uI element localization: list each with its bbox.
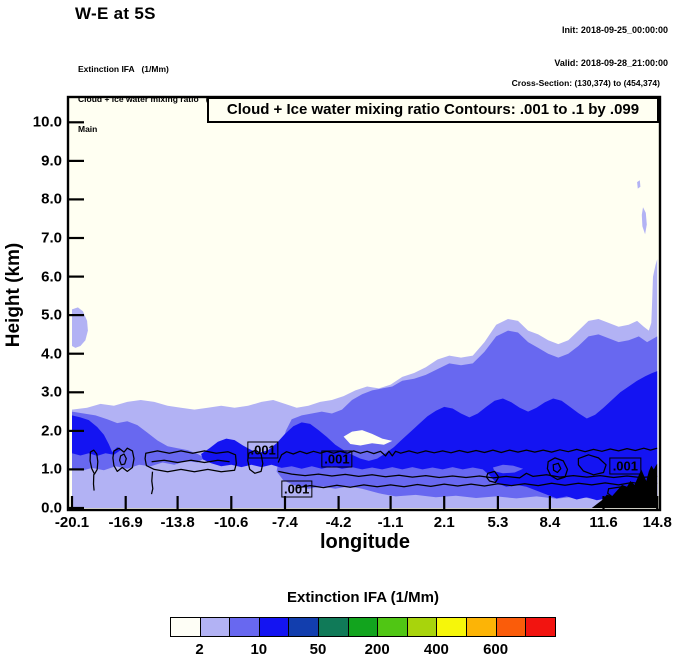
y-tick-label: 5.0	[41, 306, 62, 324]
x-tick-label: -13.8	[160, 514, 195, 531]
colorbar-cell	[199, 617, 231, 637]
x-tick-label: -7.4	[272, 514, 298, 531]
cloud-contour-line	[151, 459, 230, 464]
x-tick-label: -10.6	[214, 514, 249, 531]
contour-info-box: Cloud + Ice water mixing ratio Contours:…	[207, 97, 659, 123]
cloud-contour-label: .001	[281, 480, 313, 498]
cloud-contour-label: .001	[247, 441, 279, 459]
fill-region-periwinkle-inner-patch	[492, 464, 524, 474]
y-tick-label: 7.0	[41, 229, 62, 247]
y-axis-title: Height (km)	[3, 242, 24, 348]
cloud-contour-line	[607, 486, 643, 501]
fill-region-lavender-dot-right	[637, 180, 641, 189]
y-tick-label: 10.0	[32, 113, 62, 131]
cloud-contour-line	[485, 470, 500, 484]
x-tick-label: 2.1	[433, 514, 455, 531]
y-tick-label: 9.0	[41, 152, 62, 170]
cloud-contour-line	[278, 470, 658, 479]
cloud-contour-line	[144, 450, 237, 473]
colorbar-tick-label: 200	[364, 641, 390, 658]
x-tick-label: 5.3	[487, 514, 509, 531]
page-title: W-E at 5S	[75, 4, 156, 23]
field-list: Extinction IFA (1/Mm) Cloud + ice water …	[78, 44, 229, 144]
cross-section-coords-label: Cross-Section: (130,374) to (454,374)	[511, 78, 660, 88]
fill-region-lavender-sliver-right	[641, 207, 647, 235]
cloud-contour-line	[546, 457, 569, 481]
cloud-contour-label: .001	[321, 450, 353, 468]
cloud-contour-line	[296, 481, 658, 489]
colorbar-title: Extinction IFA (1/Mm)	[287, 589, 439, 606]
cloud-contour-line	[112, 447, 135, 473]
filled-contour-field	[68, 97, 660, 510]
run-time-block: Init: 2018-09-25_00:00:00 Valid: 2018-09…	[554, 3, 668, 80]
x-axis-title: longitude	[320, 531, 410, 553]
y-tick-label: 2.0	[41, 422, 62, 440]
x-tick-label: 8.4	[539, 514, 561, 531]
init-time-label: Init: 2018-09-25_00:00:00	[561, 25, 668, 35]
y-tick-label: 8.0	[41, 190, 62, 208]
x-tick-label: 11.6	[589, 514, 618, 531]
colorbar-cell	[495, 617, 527, 637]
colorbar-tick-label: 50	[309, 641, 327, 658]
fill-region-ivory-patch	[343, 430, 393, 446]
x-tick-label: -20.1	[54, 514, 90, 531]
cloud-contour-line	[92, 474, 95, 491]
cloud-contour-line	[247, 449, 264, 474]
fill-region-lavender-blob-left	[72, 307, 88, 348]
fill-region-blue-left	[72, 415, 121, 456]
y-tick-label: 3.0	[41, 383, 62, 401]
colorbar-cell	[258, 617, 290, 637]
cloud-contour-line	[577, 454, 607, 476]
x-tick-label: -4.2	[325, 514, 352, 531]
fill-region-periwinkle-left	[72, 411, 205, 471]
colorbar-tick-label: 10	[250, 641, 268, 658]
colorbar-cell	[406, 617, 438, 637]
colorbar-cell	[229, 617, 260, 637]
cloud-contour-line	[552, 462, 562, 474]
colorbar-tick-label: 400	[423, 641, 449, 658]
y-tick-label: 1.0	[41, 460, 62, 478]
x-tick-label: -16.9	[108, 514, 143, 531]
colorbar-cell	[170, 617, 201, 637]
colorbar-tick-label: 2	[195, 641, 204, 658]
colorbar-cell	[436, 617, 467, 637]
valid-time-label: Valid: 2018-09-28_21:00:00	[554, 58, 668, 68]
colorbar-cell	[318, 617, 349, 637]
colorbar-cell	[288, 617, 319, 637]
cloud-contour-line	[118, 453, 127, 466]
colorbar-cell	[377, 617, 408, 637]
x-tick-label: 14.8	[642, 514, 672, 531]
cloud-contour-line	[89, 449, 99, 475]
colorbar-cell	[525, 617, 556, 637]
field-list-domain: Main	[78, 124, 98, 134]
x-tick-label: -1.1	[377, 514, 404, 531]
colorbar-cell	[347, 617, 379, 637]
y-tick-label: 6.0	[41, 268, 62, 286]
colorbar-cell	[466, 617, 497, 637]
cloud-contour-line	[150, 471, 154, 495]
colorbar-tick-label: 600	[483, 641, 509, 658]
y-tick-label: 4.0	[41, 345, 62, 363]
cloud-contour-line	[277, 447, 658, 463]
fill-region-blue-band	[201, 371, 658, 503]
y-tick-label: 0.0	[41, 499, 62, 517]
field-list-extinction: Extinction IFA (1/Mm)	[78, 64, 169, 74]
cloud-contour-label: .001	[609, 457, 641, 475]
